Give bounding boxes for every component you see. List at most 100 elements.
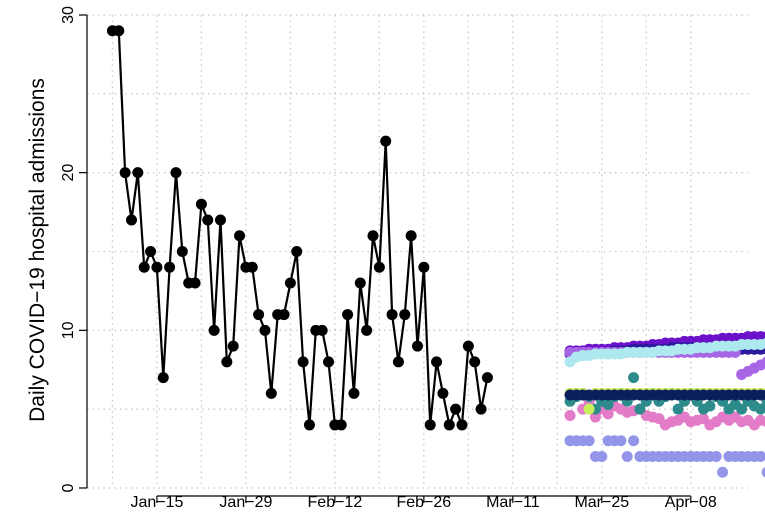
observed-point	[246, 261, 258, 273]
observed-point	[259, 324, 271, 336]
observed-point	[361, 324, 373, 336]
observed-point	[253, 309, 265, 321]
observed-point	[145, 246, 157, 257]
observed-point	[367, 230, 379, 242]
observed-series	[106, 25, 493, 431]
y-tick-label: 30	[60, 6, 77, 24]
forecast-point	[672, 403, 684, 415]
forecast-point	[761, 389, 765, 401]
forecast-point	[736, 403, 748, 415]
observed-point	[392, 356, 404, 368]
observed-point	[437, 387, 449, 399]
observed-point	[176, 246, 188, 257]
observed-point	[234, 230, 246, 242]
y-tick-label: 0	[60, 483, 77, 492]
y-tick-label: 10	[60, 321, 77, 339]
forecast-series-8	[564, 389, 765, 401]
forecast-series-4	[564, 337, 765, 368]
observed-point	[373, 261, 385, 273]
forecast-point	[583, 403, 595, 415]
forecast-point	[621, 450, 633, 462]
forecast-point	[583, 435, 595, 447]
forecast-point	[602, 398, 614, 410]
forecast-point	[755, 403, 765, 415]
x-tick-label: Mar−25	[574, 494, 629, 511]
observed-point	[462, 340, 474, 352]
y-tick-label: 20	[60, 164, 77, 182]
observed-point	[202, 214, 214, 226]
y-axis-ticks: 0 10 20 30	[60, 6, 87, 492]
observed-point	[227, 340, 239, 352]
observed-point	[450, 403, 462, 415]
observed-point	[456, 419, 468, 431]
x-axis-ticks: Jan−15 Jan−29 Feb−12 Feb−26 Mar−11 Mar−25 Apr−…	[130, 494, 716, 511]
observed-point	[412, 340, 423, 352]
observed-point	[132, 167, 144, 179]
observed-point	[164, 261, 176, 273]
observed-point	[221, 356, 233, 368]
y-axis-title: Daily COVID−19 hospital admissions	[26, 78, 49, 422]
forecast-point	[602, 408, 614, 420]
forecast-point	[589, 411, 601, 423]
forecast-point	[628, 435, 640, 447]
observed-point	[303, 419, 315, 431]
forecast-point	[717, 466, 729, 478]
x-tick-label: Apr−08	[665, 494, 717, 511]
forecast-series-9	[564, 435, 765, 478]
observed-point	[278, 309, 290, 321]
observed-point	[469, 356, 481, 368]
observed-point	[342, 309, 354, 321]
observed-point	[418, 261, 430, 273]
observed-point	[424, 419, 436, 431]
forecast-point	[761, 416, 765, 427]
observed-point	[208, 324, 220, 336]
forecast-point	[761, 337, 765, 349]
forecast-point	[615, 435, 627, 447]
observed-point	[157, 372, 169, 384]
forecast-point	[564, 409, 576, 421]
forecast-point	[596, 450, 608, 462]
observed-point	[151, 261, 163, 273]
x-tick-label: Feb−12	[308, 494, 363, 511]
observed-point	[323, 356, 335, 368]
x-tick-label: Feb−26	[396, 494, 451, 511]
observed-point	[335, 419, 347, 431]
observed-point	[399, 309, 411, 321]
observed-point	[170, 167, 182, 179]
forecast-point	[761, 467, 765, 478]
observed-point	[291, 246, 303, 257]
observed-point	[195, 198, 207, 210]
observed-point	[284, 277, 296, 289]
observed-point	[386, 309, 398, 321]
observed-point	[113, 25, 125, 37]
observed-point	[354, 277, 366, 289]
forecast-point	[710, 450, 722, 462]
observed-point	[431, 356, 443, 368]
x-tick-label: Mar−11	[486, 494, 540, 511]
forecast-point	[755, 450, 765, 462]
observed-point	[119, 167, 131, 179]
observed-point	[405, 230, 417, 242]
forecast-point	[704, 400, 716, 412]
observed-point	[443, 419, 455, 431]
observed-point	[125, 214, 137, 226]
forecast-point	[634, 403, 646, 415]
observed-point	[189, 277, 201, 289]
observed-line	[112, 29, 489, 426]
grid-lines	[87, 14, 748, 489]
forecast-point	[761, 356, 765, 367]
observed-point	[138, 261, 150, 273]
forecast-series	[564, 331, 765, 478]
x-tick-label: Jan−15	[130, 494, 183, 511]
observed-point	[316, 324, 328, 336]
observed-point	[481, 372, 493, 384]
observed-point	[475, 403, 487, 415]
observed-point	[348, 387, 360, 399]
observed-point	[214, 214, 226, 226]
forecast-point	[628, 372, 640, 384]
observed-point	[380, 135, 392, 147]
observed-point	[265, 387, 277, 399]
observed-point	[297, 356, 309, 368]
x-tick-label: Jan−29	[219, 494, 272, 511]
